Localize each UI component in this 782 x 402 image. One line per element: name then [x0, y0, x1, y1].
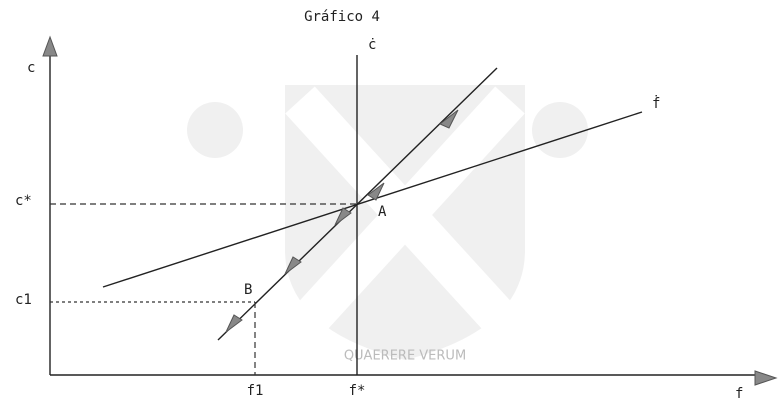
f-dot-label: ḟ: [652, 94, 660, 112]
point-a-label: A: [378, 204, 387, 220]
title: Gráfico 4: [304, 9, 380, 25]
c1-label: c1: [15, 292, 32, 308]
f1-label: f1: [247, 383, 264, 399]
watermark-emblem: [187, 85, 588, 360]
c-star-label: c*: [15, 193, 32, 209]
diagram: QUAERERE VERUM Gráfico 4 c f ċ ḟ c* c1 f…: [0, 0, 782, 402]
c-dot-label: ċ: [368, 37, 376, 53]
x-axis-label: f: [735, 386, 743, 402]
f-star-label: f*: [349, 383, 366, 399]
watermark: QUAERERE VERUM: [344, 349, 466, 364]
point-b-label: B: [244, 282, 252, 298]
saddle-arrow: [226, 315, 242, 332]
y-axis-arrow: [43, 37, 57, 56]
page: QUAERERE VERUM Gráfico 4 c f ċ ḟ c* c1 f…: [0, 0, 782, 402]
y-axis-label: c: [27, 60, 35, 76]
x-axis-arrow: [755, 371, 776, 385]
